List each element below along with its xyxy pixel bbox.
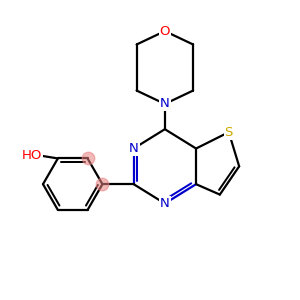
Text: N: N [160, 197, 170, 210]
Text: O: O [160, 25, 170, 38]
Text: HO: HO [22, 149, 42, 162]
Text: N: N [160, 98, 170, 110]
Text: N: N [129, 142, 139, 155]
Text: S: S [225, 126, 233, 139]
